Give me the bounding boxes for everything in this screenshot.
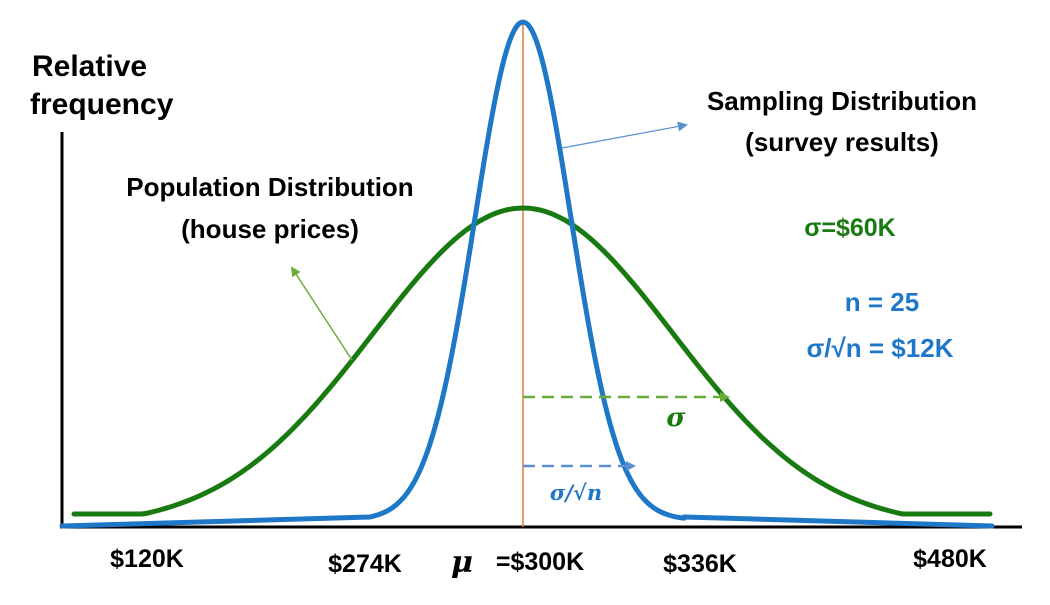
tick-label-274k: $274K	[328, 550, 402, 578]
sigma-value-label: σ=$60K	[804, 214, 895, 242]
tick-label-336k: $336K	[663, 550, 737, 578]
sampling-pointer-arrow	[561, 121, 688, 149]
se-value-label: σ/√n = $12K	[807, 333, 954, 363]
tick-label-120k: $120K	[110, 545, 184, 573]
sampling-curve	[59, 19, 995, 529]
sampling-label-line2: (survey results)	[745, 127, 939, 157]
tick-label-mu-symbol: μ	[451, 545, 473, 580]
population-label-line1: Population Distribution	[126, 172, 413, 202]
population-pointer-arrow	[290, 266, 353, 361]
y-axis-title-line2: frequency	[30, 88, 174, 121]
se-arrow-label: σ/√n	[550, 480, 602, 505]
tick-label-300k: =$300K	[496, 548, 584, 576]
population-label-line2: (house prices)	[181, 214, 359, 244]
n-value-label: n = 25	[845, 287, 919, 317]
sampling-label-line1: Sampling Distribution	[707, 86, 977, 116]
sigma-arrow-label: σ	[666, 403, 686, 433]
tick-label-480k: $480K	[913, 545, 987, 573]
y-axis-title-line1: Relative	[32, 50, 147, 83]
population-curve	[71, 205, 993, 517]
